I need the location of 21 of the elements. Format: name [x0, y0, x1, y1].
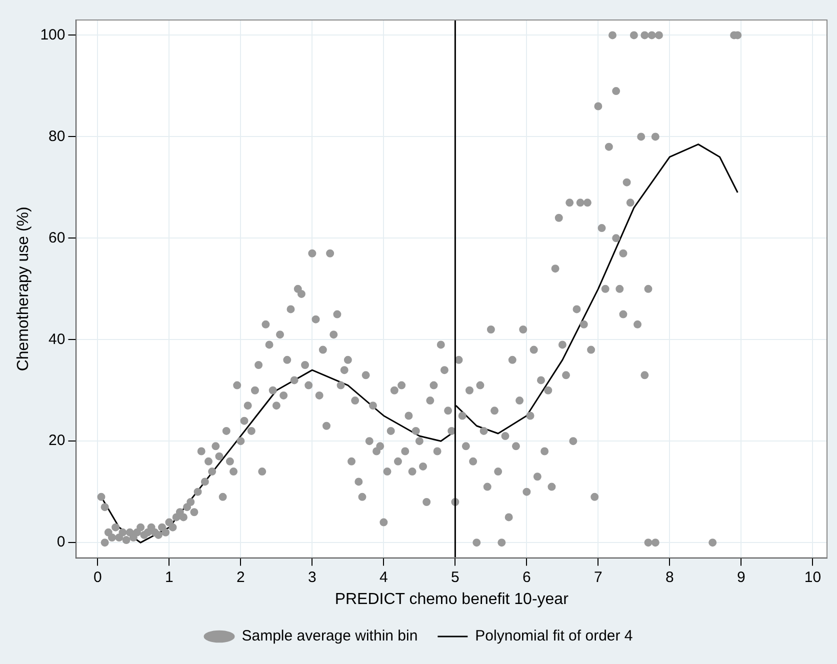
x-axis-title: PREDICT chemo benefit 10-year	[334, 590, 570, 608]
x-tick-label: 6	[522, 568, 531, 586]
y-tick-label: 40	[48, 330, 66, 348]
x-tick-label: 7	[594, 568, 602, 586]
y-tick-label: 0	[56, 534, 66, 551]
y-axis-title: Chemotherapy use (%)	[15, 206, 32, 372]
x-tick-label: 2	[236, 568, 245, 586]
y-tick-label: 100	[40, 26, 66, 44]
x-tick-label: 1	[165, 568, 174, 586]
x-tick-label: 3	[308, 568, 316, 586]
y-tick-label: 60	[48, 229, 66, 246]
x-tick-label: 10	[804, 568, 822, 586]
x-tick-label: 4	[380, 568, 388, 586]
x-tick-label: 5	[451, 568, 460, 586]
x-tick-label: 9	[737, 568, 746, 586]
y-tick-label: 80	[48, 128, 66, 145]
legend-label: Sample average within bin	[242, 628, 418, 645]
legend-label: Polynomial fit of order 4	[475, 628, 633, 645]
x-tick-label: 0	[94, 568, 102, 586]
y-tick-label: 20	[48, 432, 66, 450]
x-tick-label: 8	[666, 568, 674, 586]
